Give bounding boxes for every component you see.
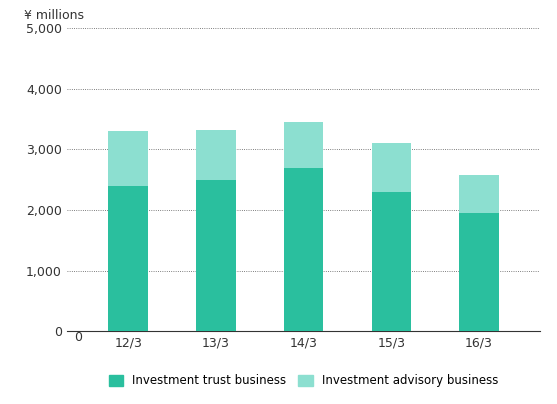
Legend: Investment trust business, Investment advisory business: Investment trust business, Investment ad… (104, 370, 503, 392)
Text: ¥ millions: ¥ millions (25, 9, 84, 22)
Bar (372, 192, 411, 331)
Bar (284, 168, 323, 331)
Bar (459, 213, 499, 331)
Text: 0: 0 (74, 331, 82, 344)
Bar (284, 122, 323, 168)
Bar (372, 143, 411, 192)
Bar (459, 175, 499, 213)
Bar (196, 180, 236, 331)
Bar (109, 186, 148, 331)
Bar (109, 131, 148, 186)
Bar (196, 130, 236, 180)
